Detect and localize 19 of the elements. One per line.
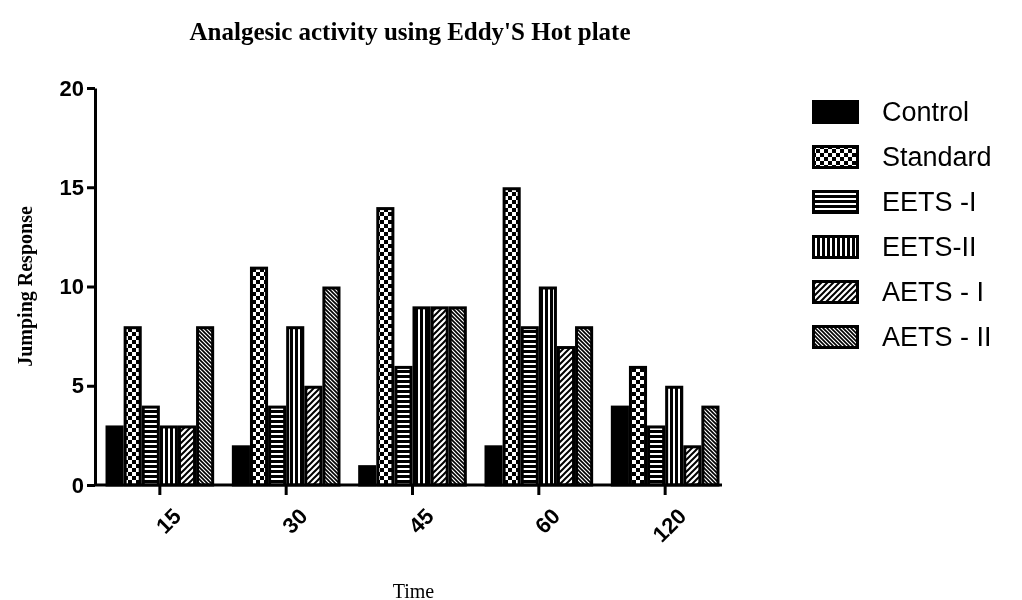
y-tick-label: 20 — [59, 75, 84, 101]
x-tick-label: 120 — [647, 503, 692, 548]
y-tick-label: 5 — [71, 373, 84, 399]
legend-label: Control — [882, 97, 970, 128]
x-tick-label: 30 — [277, 503, 313, 539]
legend-label: AETS - I — [882, 277, 985, 308]
y-tick-label: 10 — [59, 274, 84, 300]
x-tick-label: 45 — [403, 503, 439, 539]
chart-title: Analgesic activity using Eddy'S Hot plate — [189, 18, 631, 45]
y-tick-label: 15 — [59, 174, 84, 200]
legend-label: Standard — [882, 142, 992, 173]
legend-label: EETS -I — [882, 187, 977, 218]
legend-label: EETS-II — [882, 232, 977, 263]
x-axis-title: Time — [392, 580, 435, 600]
y-tick-label: 0 — [71, 472, 84, 498]
x-tick-label: 60 — [530, 503, 565, 539]
legend-label: AETS - II — [882, 322, 992, 353]
y-axis-title: Jumping Response — [14, 206, 37, 367]
x-tick-label: 15 — [151, 503, 187, 539]
